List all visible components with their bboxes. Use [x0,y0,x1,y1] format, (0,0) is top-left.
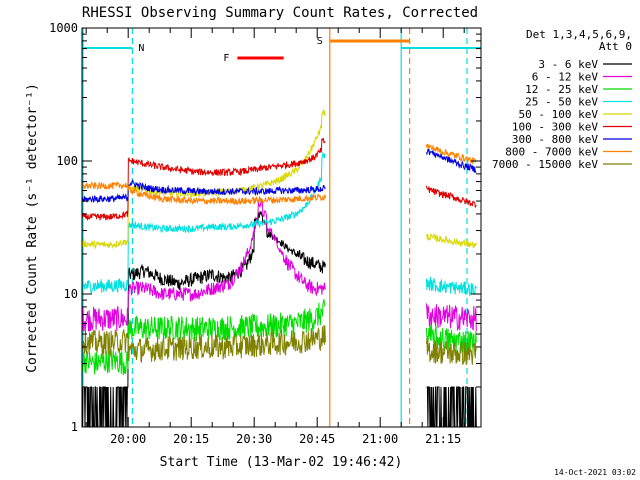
series-line-after-gap-2 [425,324,477,357]
legend-entry-label: 25 - 50 keV [525,96,598,109]
annotation-labels: N F S [138,36,322,64]
y-tick-label: 100 [56,154,78,168]
legend-entry-label: 3 - 6 keV [538,58,598,71]
legend-header-2: Att 0 [599,40,632,53]
series-line-after-gap-6 [425,148,477,174]
y-tick-label: 1 [71,420,78,434]
x-tick-label: 20:15 [173,432,209,446]
series-line-0 [82,211,326,427]
series-line-3 [82,151,326,294]
series-line-7 [82,180,326,206]
x-axis: 20:00 20:15 20:30 20:45 21:00 21:15 [85,28,465,446]
series-line-5 [82,137,326,221]
y-axis-label: Corrected Count Rate (s⁻¹ detector⁻¹) [25,83,40,373]
series-line-after-gap-8 [425,338,477,366]
series-line-after-gap-0 [426,386,477,427]
series-layer [82,109,477,427]
legend-header-1: Det 1,3,4,5,6,9, [526,28,632,41]
y-tick-label: 1000 [49,21,78,35]
series-line-8 [82,325,326,363]
legend-entry-label: 7000 - 15000 keV [492,158,598,171]
x-axis-label: Start Time (13-Mar-02 19:46:42) [160,455,403,470]
legend-entry-label: 6 - 12 keV [532,71,599,84]
series-line-after-gap-3 [425,275,477,296]
series-line-6 [82,179,326,204]
series-line-2 [82,299,326,376]
y-tick-label: 10 [64,287,78,301]
series-line-after-gap-1 [425,303,477,332]
x-tick-label: 21:15 [425,432,461,446]
x-tick-label: 20:30 [236,432,272,446]
legend-entry-label: 50 - 100 keV [519,108,599,121]
series-line-after-gap-4 [425,232,477,249]
legend-entry-label: 800 - 7000 keV [505,146,598,159]
saa-label: S [317,36,323,47]
legend-entry-label: 100 - 300 keV [512,121,598,134]
x-tick-label: 20:00 [110,432,146,446]
annotation-layer [82,28,481,427]
x-tick-label: 21:00 [362,432,398,446]
x-tick-label: 20:45 [299,432,335,446]
night-label: N [138,43,144,54]
footer-date: 14-Oct-2021 03:02 [554,468,636,477]
series-line-after-gap-5 [425,185,477,208]
y-axis: 1 10 100 1000 [49,21,481,434]
legend-entry-label: 300 - 800 keV [512,133,598,146]
legend-entry-label: 12 - 25 keV [525,83,598,96]
flare-label: F [223,53,229,64]
series-line-4 [82,109,326,250]
plot-frame [81,27,482,428]
series-line-after-gap-7 [425,143,477,165]
chart-title: RHESSI Observing Summary Count Rates, Co… [82,5,478,21]
series-line-1 [82,198,326,332]
